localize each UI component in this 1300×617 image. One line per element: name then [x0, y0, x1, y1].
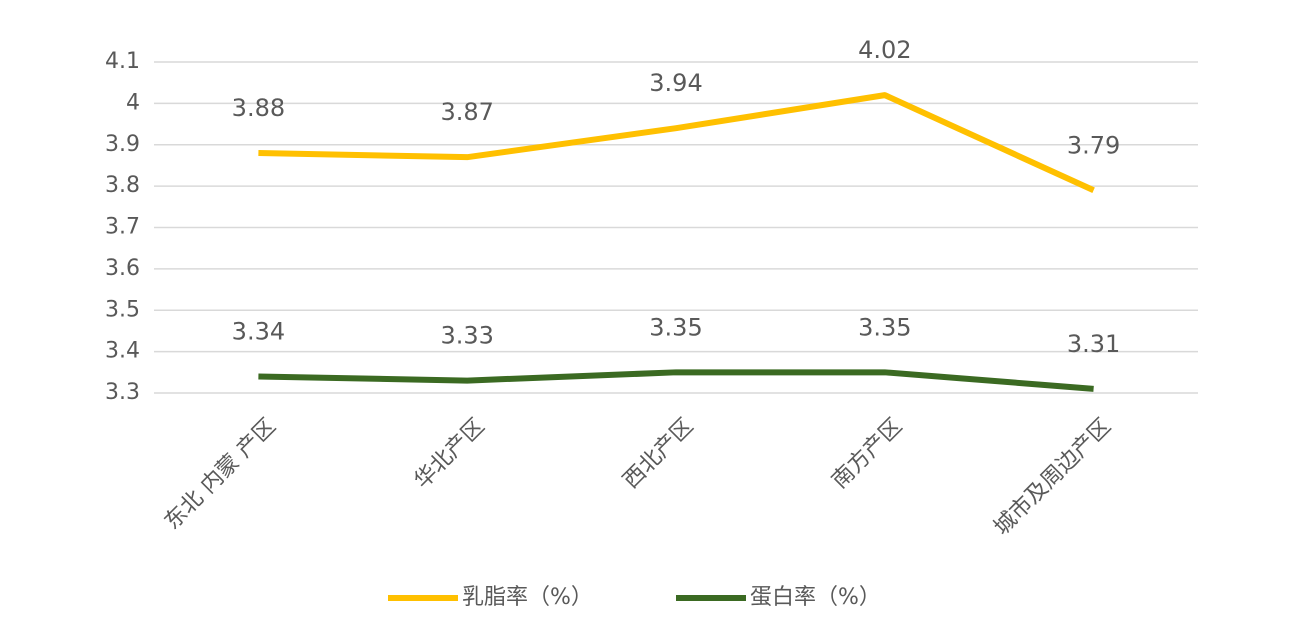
y-tick-label: 4: [126, 90, 140, 115]
x-tick-label: 东北 内蒙 产区: [160, 414, 281, 535]
y-tick-label: 3.4: [105, 339, 140, 364]
data-label: 3.87: [440, 98, 493, 126]
x-tick-label: 城市及周边产区: [990, 414, 1117, 541]
data-label: 4.02: [858, 36, 911, 64]
data-label: 3.33: [440, 322, 493, 350]
data-label: 3.34: [232, 317, 285, 345]
y-tick-label: 3.7: [105, 215, 140, 240]
data-label: 3.35: [649, 313, 702, 341]
data-label: 3.35: [858, 313, 911, 341]
data-label: 3.94: [649, 69, 702, 97]
y-tick-label: 3.6: [105, 256, 140, 281]
data-label: 3.31: [1067, 330, 1120, 358]
legend-label: 乳脂率（%）: [462, 585, 593, 610]
data-label: 3.79: [1067, 131, 1120, 159]
series-line: [258, 369, 1094, 392]
series-line: [258, 92, 1095, 193]
x-tick-label: 华北产区: [410, 414, 490, 494]
x-tick-label: 西北产区: [619, 414, 699, 494]
y-tick-label: 3.5: [105, 297, 140, 322]
y-tick-label: 3.3: [105, 380, 140, 405]
y-tick-label: 4.1: [105, 49, 140, 74]
legend-label: 蛋白率（%）: [750, 585, 881, 610]
data-label: 3.88: [232, 94, 285, 122]
x-tick-label: 南方产区: [827, 414, 907, 494]
y-tick-label: 3.9: [105, 132, 140, 157]
y-tick-label: 3.8: [105, 173, 140, 198]
